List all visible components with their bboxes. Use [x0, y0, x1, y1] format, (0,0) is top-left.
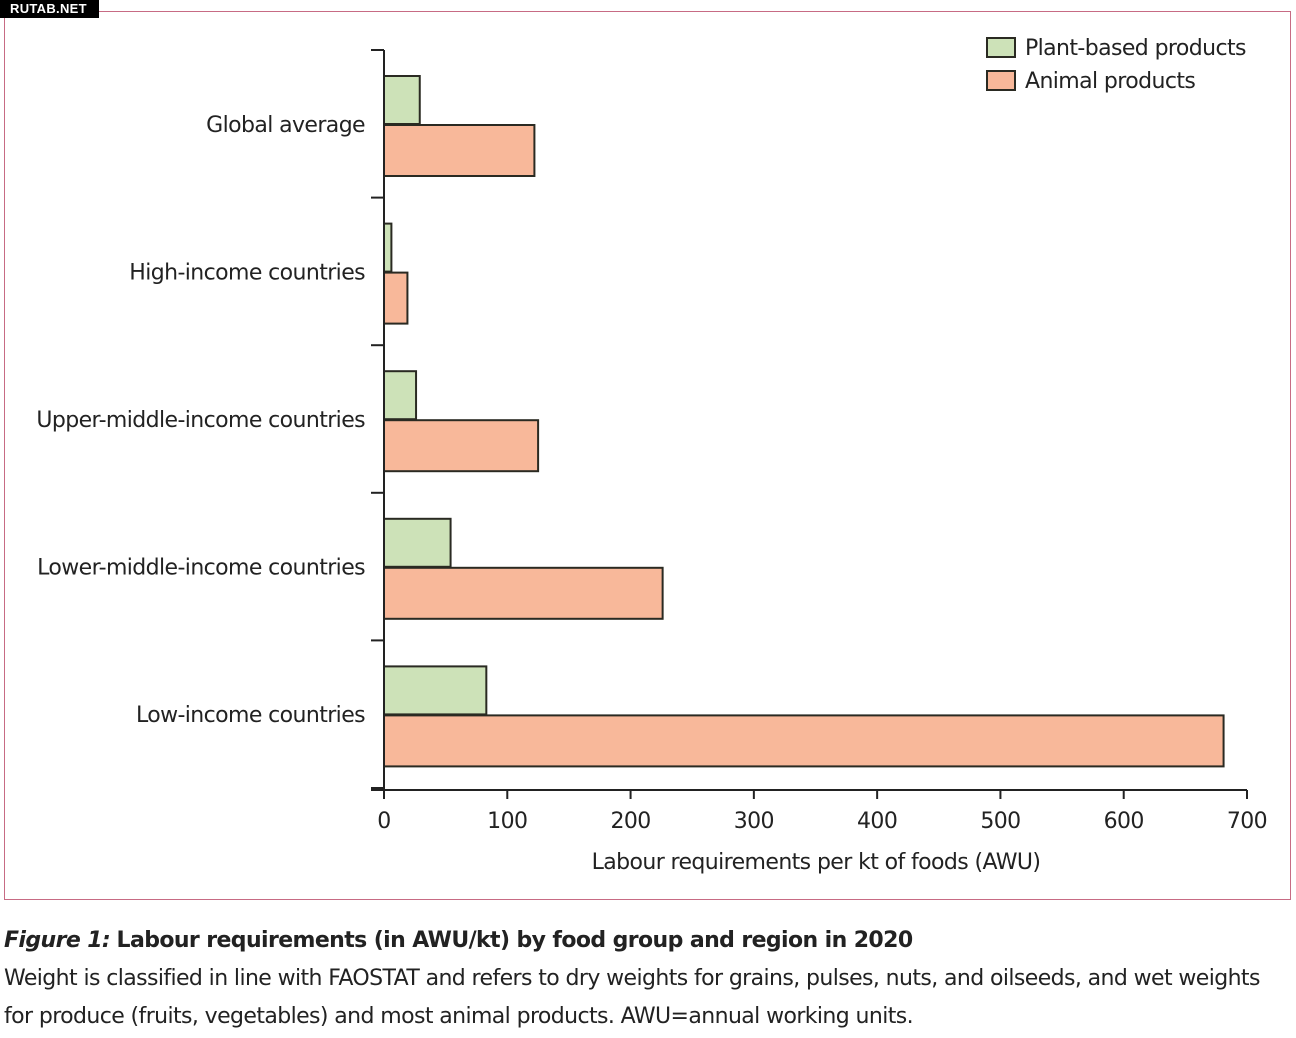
- caption-text: Weight is classified in line with FAOSTA…: [4, 966, 1260, 1029]
- category-label: Upper-middle-income countries: [36, 408, 365, 433]
- bar-plant: [383, 665, 488, 716]
- legend-label: Animal products: [1025, 69, 1195, 94]
- category-label: Lower-middle-income countries: [37, 556, 365, 581]
- bar-chart: Global average High-income countries Upper…: [36, 36, 1267, 875]
- category-label: Low-income countries: [136, 703, 365, 728]
- x-tick-label: 600: [1104, 809, 1144, 834]
- caption-title: Labour requirements (in AWU/kt) by food …: [116, 928, 914, 953]
- x-tick-label: 400: [857, 809, 897, 834]
- figure-caption: Figure 1: Labour requirements (in AWU/kt…: [4, 922, 1294, 1036]
- x-tick-label: 700: [1227, 809, 1267, 834]
- caption-label: Figure 1:: [4, 928, 111, 953]
- bar-animal: [383, 124, 536, 177]
- bar-plant: [383, 75, 421, 125]
- legend-label: Plant-based products: [1025, 36, 1246, 61]
- x-axis-label: Labour requirements per kt of foods (AWU…: [592, 850, 1041, 875]
- x-tick-label: 100: [487, 809, 527, 834]
- legend-swatch: [986, 70, 1016, 91]
- category-label: High-income countries: [129, 260, 365, 285]
- x-tick-label: 300: [734, 809, 774, 834]
- watermark-logo: RUTAB.NET: [0, 0, 99, 18]
- bar-animal: [383, 419, 540, 473]
- bar-plant: [383, 517, 452, 568]
- bar-animal: [383, 714, 1225, 768]
- x-tick-label: 200: [610, 809, 650, 834]
- bar-plant: [383, 370, 418, 421]
- legend-swatch: [986, 37, 1016, 58]
- bar-animal: [383, 566, 664, 620]
- x-tick-label: 500: [980, 809, 1020, 834]
- bar-animal: [383, 271, 409, 325]
- bar-plant: [383, 222, 393, 273]
- category-label: Global average: [206, 113, 365, 138]
- x-tick-label: 0: [377, 809, 390, 834]
- figure-frame: [4, 11, 1291, 900]
